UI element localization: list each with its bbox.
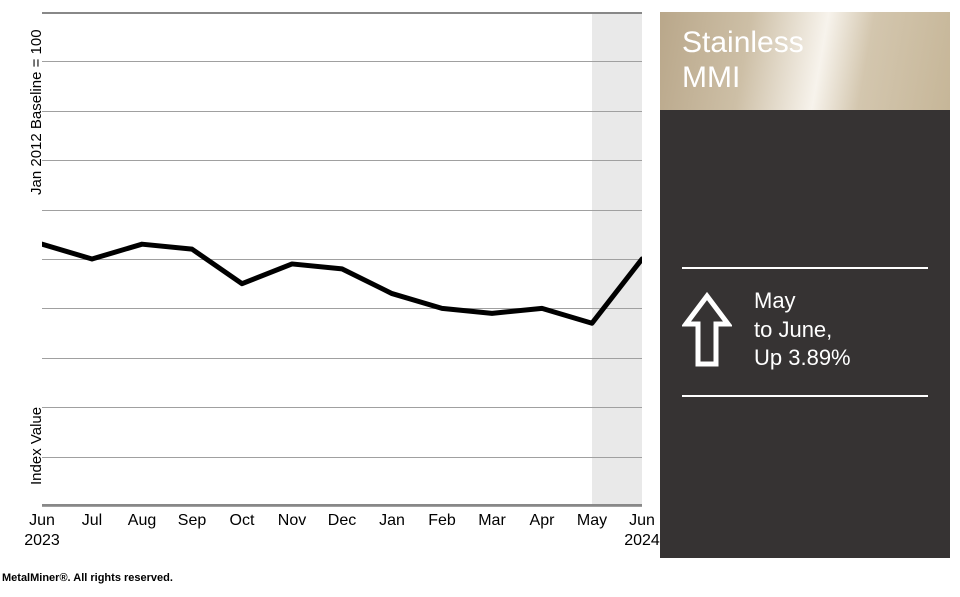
- chart-gridline: [42, 506, 642, 507]
- side-summary: May to June, Up 3.89%: [660, 267, 950, 397]
- footer-copyright: MetalMiner®. All rights reserved.: [2, 572, 173, 584]
- summary-line-1: May: [754, 288, 796, 313]
- side-panel: Stainless MMI May to June, Up 3.89%: [660, 12, 950, 558]
- x-tick-label: Mar: [478, 512, 506, 530]
- chart-area: Jan 2012 Baseline = 100 Index Value JunJ…: [0, 0, 660, 560]
- chart-plot: [42, 12, 642, 506]
- x-tick-label: Oct: [230, 512, 255, 530]
- x-tick-label: Jul: [82, 512, 102, 530]
- x-tick-label: Aug: [128, 512, 156, 530]
- summary-line-2: to June,: [754, 317, 832, 342]
- x-tick-label: May: [577, 512, 607, 530]
- x-year-end: 2024: [624, 532, 660, 550]
- x-tick-label: Feb: [428, 512, 456, 530]
- x-axis-labels: JunJulAugSepOctNovDecJanFebMarAprMayJun2…: [42, 512, 642, 562]
- summary-row: May to June, Up 3.89%: [682, 269, 928, 395]
- side-panel-title: Stainless MMI: [682, 26, 928, 95]
- summary-rule-bottom: [682, 395, 928, 397]
- trend-arrow-up-icon: [682, 290, 732, 370]
- summary-text: May to June, Up 3.89%: [754, 287, 851, 373]
- title-line-1: Stainless: [682, 26, 804, 59]
- chart-series: [42, 12, 642, 506]
- summary-line-3: Up 3.89%: [754, 345, 851, 370]
- x-tick-label: Jun: [29, 512, 55, 530]
- title-line-2: MMI: [682, 61, 740, 94]
- x-year-start: 2023: [24, 532, 60, 550]
- x-tick-label: Sep: [178, 512, 206, 530]
- side-panel-header: Stainless MMI: [660, 12, 950, 110]
- x-tick-label: Jun: [629, 512, 655, 530]
- x-tick-label: Nov: [278, 512, 306, 530]
- x-tick-label: Apr: [530, 512, 555, 530]
- x-tick-label: Dec: [328, 512, 356, 530]
- x-tick-label: Jan: [379, 512, 405, 530]
